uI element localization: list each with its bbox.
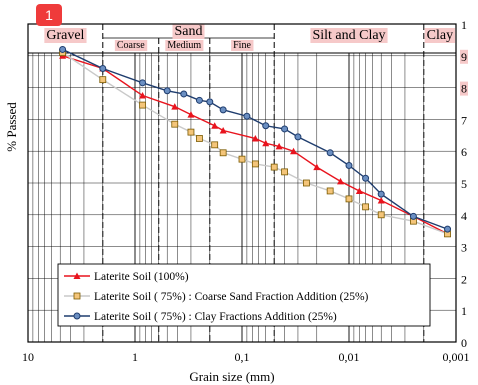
data-point xyxy=(187,128,195,136)
y-tick-label: 9 xyxy=(461,50,467,64)
data-point xyxy=(187,111,195,118)
figure-badge: 1 xyxy=(36,4,62,26)
data-point xyxy=(139,101,146,109)
data-point xyxy=(303,179,310,187)
y-tick-label: 7 xyxy=(461,113,467,127)
data-point xyxy=(163,87,171,95)
data-point xyxy=(345,162,353,170)
data-point xyxy=(59,45,67,53)
data-point xyxy=(362,174,370,182)
data-point xyxy=(195,96,203,104)
data-point xyxy=(281,125,289,133)
band-label-highlight xyxy=(172,24,205,39)
data-series xyxy=(59,45,452,238)
data-point xyxy=(281,168,288,176)
y-tick-label: 1 xyxy=(461,18,467,32)
data-point xyxy=(211,122,219,129)
data-point xyxy=(377,196,385,204)
band-label-sand: Sand xyxy=(175,24,203,39)
data-point xyxy=(345,195,353,203)
data-point xyxy=(290,147,298,155)
data-point xyxy=(326,187,334,195)
band-label-gravel: Gravel xyxy=(46,28,84,43)
legend-marker xyxy=(73,312,81,320)
x-tick-label: 0,1 xyxy=(235,350,250,364)
band-label-highlight xyxy=(231,40,254,51)
x-tick-label: 10 xyxy=(22,350,34,364)
y-axis-title: % Passed xyxy=(4,102,19,152)
band-label-highlight xyxy=(165,40,204,51)
data-point xyxy=(337,177,345,185)
data-point xyxy=(444,225,452,233)
y-tick-label: 6 xyxy=(461,145,467,159)
data-point xyxy=(275,142,283,150)
data-point xyxy=(355,187,363,194)
data-point xyxy=(294,133,302,141)
band-label-highlight xyxy=(114,40,148,51)
data-point xyxy=(180,90,188,98)
x-tick-label: 0,001 xyxy=(443,350,470,364)
band-sublabel-medium: Medium xyxy=(167,40,201,51)
data-point xyxy=(251,160,259,168)
data-point xyxy=(219,149,227,157)
data-point xyxy=(211,141,219,149)
data-point xyxy=(313,163,321,171)
data-point xyxy=(171,120,179,128)
data-point xyxy=(243,112,251,120)
data-point xyxy=(206,98,214,106)
band-label-highlight xyxy=(424,28,456,43)
data-point xyxy=(326,149,334,157)
legend-marker xyxy=(73,292,81,300)
data-point xyxy=(377,190,385,198)
svg-text:1: 1 xyxy=(45,7,53,23)
y-tick-highlight xyxy=(460,49,468,64)
data-point xyxy=(139,79,147,87)
data-point xyxy=(139,92,147,99)
data-point xyxy=(409,212,417,220)
legend: Laterite Soil (100%) Laterite Soil ( 75%)… xyxy=(57,263,431,327)
y-tick-highlight xyxy=(460,81,468,96)
band-sublabel-fine: Fine xyxy=(233,40,251,51)
y-tick-label: 3 xyxy=(461,241,467,255)
series-line-3 xyxy=(62,48,448,230)
x-tick-label: 0,01 xyxy=(339,350,360,364)
y-tick-label: 1 xyxy=(461,304,467,318)
band-label-highlight xyxy=(44,28,87,43)
legend-label-2: Laterite Soil ( 75%) : Coarse Sand Fract… xyxy=(94,291,369,303)
data-point xyxy=(262,139,270,147)
y-tick-label: 4 xyxy=(461,209,467,223)
band-label-silt-and-clay: Silt and Clay xyxy=(312,28,385,43)
series-line-1 xyxy=(62,55,448,235)
legend-marker xyxy=(73,272,81,279)
legend-label-3: Laterite Soil ( 75%) : Clay Fractions Ad… xyxy=(94,311,337,323)
plot-frame xyxy=(27,23,457,343)
data-point xyxy=(99,76,107,84)
legend-label-1: Laterite Soil (100%) xyxy=(94,271,189,283)
y-tick-label: 8 xyxy=(461,82,467,96)
y-tick-label: 2 xyxy=(461,272,467,286)
x-tick-label: 1 xyxy=(132,350,138,364)
data-point xyxy=(219,106,227,114)
y-tick-label: 5 xyxy=(461,177,467,191)
legend-box xyxy=(57,263,431,327)
y-tick-label: 0 xyxy=(461,336,467,350)
data-point xyxy=(196,135,203,142)
data-point xyxy=(99,65,107,73)
data-point xyxy=(219,127,227,134)
band-label-clay: Clay xyxy=(427,28,453,43)
data-point xyxy=(270,163,278,171)
data-point xyxy=(171,103,179,110)
band-sublabel-coarse: Coarse xyxy=(117,40,145,51)
data-point xyxy=(377,211,385,219)
data-point xyxy=(362,203,369,211)
data-point xyxy=(251,134,259,142)
band-label-highlight xyxy=(310,28,388,43)
data-point xyxy=(262,122,270,130)
x-axis-title: Grain size (mm) xyxy=(189,369,274,384)
data-point xyxy=(238,155,246,163)
